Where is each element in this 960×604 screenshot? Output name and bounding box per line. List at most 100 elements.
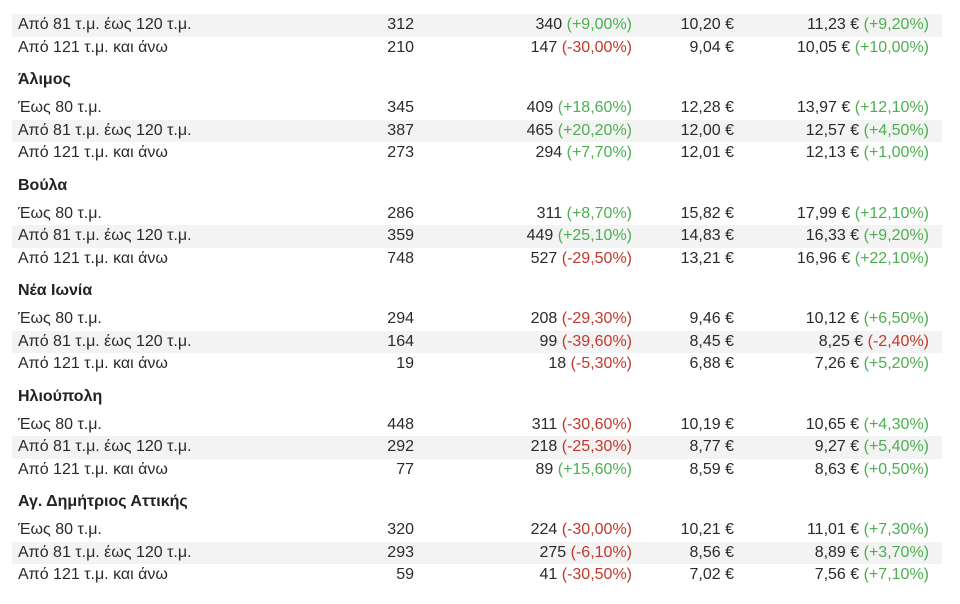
price-change-cell: 16,33 € (+9,20%) (734, 227, 929, 245)
count-change: (-39,60%) (561, 332, 632, 350)
count-value: 41 (539, 566, 558, 584)
table-row: Από 81 τ.μ. έως 120 τ.μ. 387 465 (+20,20%)… (12, 119, 942, 142)
count-cell: 77 (396, 460, 414, 478)
count-change-cell: 311 (+8,70%) (414, 205, 632, 223)
count-change: (-25,30%) (561, 438, 632, 456)
price-change-cell: 12,13 € (+1,00%) (734, 144, 929, 162)
price-table: Από 81 τ.μ. έως 120 τ.μ. 312 340 (+9,00%) 1… (12, 14, 942, 587)
price-cell: 7,02 € (689, 566, 734, 584)
count-change-cell: 18 (-5,30%) (414, 355, 632, 373)
count-change-cell: 275 (-6,10%) (414, 544, 632, 562)
size-label: Έως 80 τ.μ. (18, 99, 102, 117)
count-change: (-29,30%) (561, 310, 632, 328)
price-cell: 13,21 € (680, 249, 734, 267)
price-change: (+22,10%) (854, 249, 929, 267)
count-cell: 164 (387, 332, 414, 350)
count-value: 208 (530, 310, 558, 328)
count-change: (-5,30%) (570, 355, 632, 373)
price-change: (+5,40%) (863, 438, 929, 456)
table-row: Από 121 τ.μ. και άνω 19 18 (-5,30%) 6,88 €7… (12, 353, 942, 376)
count-cell: 312 (387, 16, 414, 34)
count-change: (+8,70%) (566, 204, 632, 222)
count-value: 275 (539, 543, 567, 561)
price-cell: 14,83 € (680, 227, 734, 245)
table-row: Από 121 τ.μ. και άνω 77 89 (+15,60%) 8,59 €… (12, 459, 942, 482)
table-row: Από 81 τ.μ. έως 120 τ.μ. 293 275 (-6,10%) 8… (12, 541, 942, 564)
count-cell: 320 (387, 521, 414, 539)
count-value: 218 (530, 438, 558, 456)
price-change: (+10,00%) (854, 38, 929, 56)
count-change-cell: 449 (+25,10%) (414, 227, 632, 245)
size-label: Από 81 τ.μ. έως 120 τ.μ. (18, 227, 192, 245)
count-value: 311 (536, 204, 563, 222)
price-value: 17,99 € (796, 204, 851, 222)
price-cell: 10,21 € (680, 521, 734, 539)
count-cell: 293 (387, 543, 414, 561)
price-change-cell: 13,97 € (+12,10%) (734, 99, 929, 117)
price-change: (+3,70%) (863, 543, 929, 561)
count-change-cell: 41 (-30,50%) (414, 566, 633, 584)
size-label: Από 121 τ.μ. και άνω (18, 144, 168, 162)
size-label: Από 81 τ.μ. έως 120 τ.μ. (18, 438, 192, 456)
price-value: 7,26 € (814, 355, 860, 373)
count-cell: 19 (396, 355, 414, 373)
price-cell: 8,56 € (689, 543, 734, 561)
price-change-cell: 10,05 € (+10,00%) (734, 39, 929, 57)
count-change-cell: 218 (-25,30%) (414, 438, 632, 456)
price-change: (-2,40%) (867, 332, 929, 350)
price-cell: 12,00 € (680, 121, 734, 139)
size-label: Από 121 τ.μ. και άνω (18, 355, 168, 373)
price-cell: 10,19 € (680, 415, 734, 433)
region-heading: Βούλα (18, 176, 68, 194)
region-heading: Αγ. Δημήτριος Αττικής (18, 493, 188, 510)
price-change-cell: 8,89 € (+3,70%) (734, 544, 929, 562)
size-label: Έως 80 τ.μ. (18, 310, 102, 328)
size-label: Έως 80 τ.μ. (18, 521, 102, 539)
size-label: Από 81 τ.μ. έως 120 τ.μ. (18, 543, 192, 561)
price-cell: 12,01 € (680, 144, 734, 162)
region-heading: Ηλιούπολη (18, 387, 103, 405)
price-value: 11,01 € (806, 521, 860, 539)
count-change-cell: 224 (-30,00%) (414, 521, 632, 539)
price-cell: 9,46 € (689, 310, 734, 328)
region-heading: Άλιμος (18, 71, 71, 88)
table-row: Έως 80 τ.μ. 294 208 (-29,30%) 9,46 €10,12 €… (12, 308, 942, 331)
price-value: 12,57 € (805, 121, 860, 139)
price-value: 8,89 € (814, 543, 860, 561)
price-value: 7,56 € (814, 566, 860, 584)
count-cell: 387 (387, 121, 414, 139)
count-cell: 294 (387, 310, 414, 328)
count-change: (+15,60%) (557, 460, 632, 478)
count-change: (+9,00%) (566, 16, 632, 34)
count-value: 340 (535, 16, 563, 34)
price-change: (+12,10%) (854, 204, 929, 222)
price-value: 11,23 € (806, 16, 860, 34)
count-cell: 273 (387, 144, 414, 162)
price-value: 10,12 € (805, 310, 860, 328)
count-cell: 359 (387, 227, 414, 245)
count-value: 294 (535, 144, 563, 162)
count-change: (-30,00%) (561, 521, 632, 539)
price-change: (+7,30%) (863, 521, 929, 539)
price-change: (+12,10%) (854, 99, 929, 117)
price-change-cell: 10,12 € (+6,50%) (734, 310, 929, 328)
price-cell: 8,77 € (689, 438, 734, 456)
price-value: 8,25 € (818, 332, 864, 350)
table-row: Έως 80 τ.μ. 320 224 (-30,00%) 10,21 € 11,01 … (12, 519, 942, 542)
count-change-cell: 89 (+15,60%) (414, 461, 632, 479)
count-cell: 748 (387, 249, 414, 267)
price-change-cell: 8,63 € (+0,50%) (734, 461, 929, 479)
price-value: 16,96 € (796, 249, 851, 267)
count-cell: 345 (387, 99, 414, 117)
count-value: 18 (548, 355, 567, 373)
price-change-cell: 9,27 € (+5,40%) (734, 438, 929, 456)
price-change: (+7,10%) (863, 566, 929, 584)
size-label: Από 121 τ.μ. και άνω (18, 38, 168, 56)
price-value: 9,27 € (814, 438, 860, 456)
price-cell: 15,82 € (680, 204, 734, 222)
size-label: Από 121 τ.μ. και άνω (18, 249, 168, 267)
price-change: (+5,20%) (863, 355, 929, 373)
size-label: Έως 80 τ.μ. (18, 204, 102, 222)
table-row: Από 121 τ.μ. και άνω 210 147 (-30,00%) 9,04… (12, 37, 942, 60)
table-row: Από 121 τ.μ. και άνω 59 41 (-30,50%) 7,02 €… (12, 564, 942, 587)
